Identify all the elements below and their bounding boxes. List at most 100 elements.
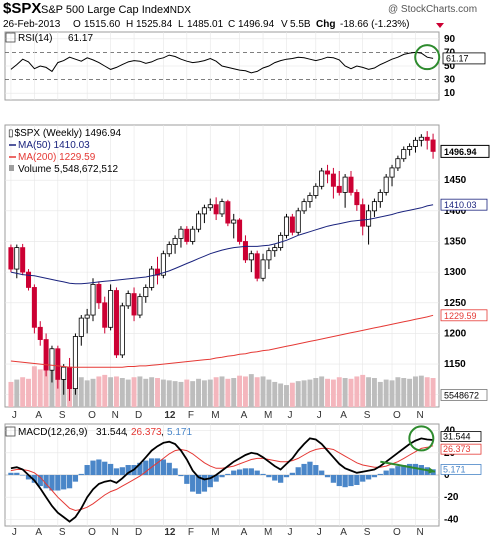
macd-month-label: J — [317, 527, 322, 538]
candle-body — [154, 268, 161, 276]
candle — [108, 284, 114, 331]
symbol: $SPX — [3, 0, 41, 17]
candle — [113, 287, 119, 358]
volume-bar — [307, 379, 313, 407]
candle — [237, 218, 243, 245]
candle — [43, 333, 49, 377]
candle-body — [219, 201, 225, 215]
volume-bar — [131, 377, 137, 407]
candle-body — [31, 287, 37, 328]
volume-bar — [160, 379, 166, 407]
price-panel: 14501400135013001250120011501100 ▯$SPX (… — [4, 124, 490, 408]
price-month-label: F — [188, 410, 194, 421]
volume-bar — [342, 378, 348, 407]
candle — [143, 284, 149, 303]
macd-month-label: A — [35, 527, 42, 538]
candle — [55, 345, 61, 389]
candle — [190, 226, 196, 245]
volume-bar — [225, 378, 231, 407]
volume-bar — [260, 376, 266, 407]
candle — [207, 198, 213, 211]
rsi-tick-label: 50 — [444, 61, 456, 72]
volume-bar — [237, 375, 243, 407]
price-legend: ▯$SPX (Weekly) 1496.94 MA(50) 1410.03 MA… — [8, 128, 121, 175]
volume-bar — [254, 377, 260, 407]
macd-histogram-bar — [160, 459, 167, 475]
volume-bar — [413, 376, 418, 407]
rsi-tick-label: 10 — [444, 88, 456, 99]
close-value: 1496.94 — [238, 19, 275, 30]
candle — [231, 213, 237, 239]
candle — [72, 333, 78, 395]
volume-bar — [366, 377, 372, 407]
histogram-arrow-line — [380, 460, 436, 473]
change-label: Chg — [316, 19, 335, 30]
candle — [31, 284, 37, 334]
macd-tag: 31.544 — [440, 431, 482, 442]
volume-bar — [371, 378, 377, 407]
macd-histogram-bar — [184, 475, 190, 484]
macd-histogram-bar — [96, 459, 102, 475]
candle — [201, 204, 207, 224]
macd-histogram-bar — [143, 460, 149, 475]
change-value: -18.66 (-1.23%) — [340, 19, 409, 30]
candle — [325, 164, 331, 184]
candle — [225, 199, 231, 227]
candle-body — [395, 158, 401, 169]
candle — [37, 321, 43, 346]
macd-histogram-bar — [377, 473, 383, 475]
ma50-tag-text: 1410.03 — [444, 200, 477, 210]
macd-tick-label: 0 — [444, 470, 450, 481]
macd-value: 31.544 — [96, 427, 127, 438]
candle-body — [389, 167, 395, 178]
annotations — [380, 44, 441, 474]
volume-bar — [389, 380, 395, 407]
volume-bar — [248, 374, 254, 407]
candle — [295, 207, 301, 236]
macd-histogram-bar — [354, 475, 360, 485]
candle-body — [49, 348, 55, 371]
ma200-tag-text: 1229.59 — [444, 311, 477, 321]
candle-body — [330, 173, 336, 187]
last-price-tag-text: 1496.94 — [444, 147, 477, 157]
volume-bar — [242, 376, 248, 407]
macd-month-label: N — [112, 527, 119, 538]
candle — [395, 155, 401, 171]
macd-tag-text: 31.544 — [443, 432, 471, 442]
macd-histogram-bar — [401, 465, 407, 475]
candle-body — [178, 228, 184, 239]
macd-month-label: N — [416, 527, 423, 538]
volume-bar — [96, 376, 102, 407]
candle — [330, 167, 336, 199]
price-month-label: A — [35, 410, 42, 421]
macd-histogram-bar — [49, 475, 55, 491]
ma50-label: MA(50) 1410.03 — [18, 140, 90, 151]
candle-body — [371, 201, 377, 212]
candlesticks — [8, 131, 436, 401]
volume-bar — [119, 378, 125, 407]
macd-month-label: A — [241, 527, 248, 538]
macd-month-label: S — [59, 527, 66, 538]
ma200-label: MA(200) 1229.59 — [18, 152, 96, 163]
volume-bar — [354, 376, 360, 407]
macd-histogram-bar — [348, 475, 354, 487]
exchange: INDX — [167, 5, 191, 16]
price-month-label: A — [241, 410, 248, 421]
candle — [254, 250, 260, 282]
rsi-value-tag: 61.17 — [442, 52, 486, 65]
index-name: S&P 500 Large Cap Index — [41, 4, 169, 16]
volume-bar — [401, 378, 407, 407]
volume-label: V — [281, 19, 288, 30]
candle — [178, 226, 184, 248]
rsi-tick-label: 30 — [444, 75, 456, 86]
candle — [360, 198, 366, 236]
volume-bar — [196, 378, 202, 407]
volume-bar — [348, 378, 354, 407]
ma50-tag: 1410.03 — [440, 198, 488, 211]
macd-histogram-bar — [406, 463, 413, 475]
price-tick-label: 1350 — [444, 236, 467, 247]
candle — [307, 192, 313, 208]
histogram-tag-text: 5.171 — [443, 464, 466, 474]
rsi-label: RSI(14) — [18, 33, 52, 44]
macd-month-label: O — [88, 527, 96, 538]
